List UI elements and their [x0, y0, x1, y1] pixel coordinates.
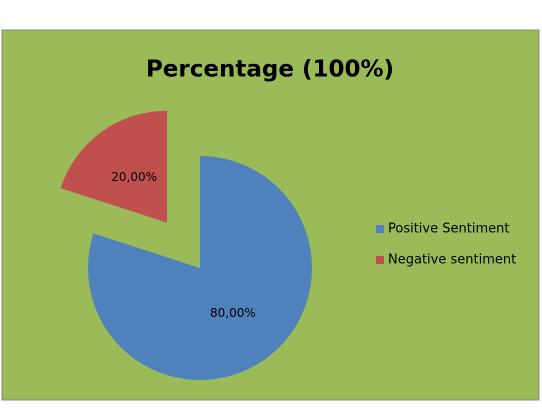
legend-label: Negative sentiment [388, 253, 516, 268]
pie-slice [87, 156, 312, 381]
data-label: 80,00% [210, 306, 256, 320]
chart-title: Percentage (100%) [146, 57, 394, 83]
legend-swatch [376, 225, 384, 233]
pie-slice [60, 110, 168, 223]
legend-label: Positive Sentiment [388, 222, 509, 237]
legend-swatch [376, 256, 384, 264]
data-label: 20,00% [111, 170, 157, 184]
